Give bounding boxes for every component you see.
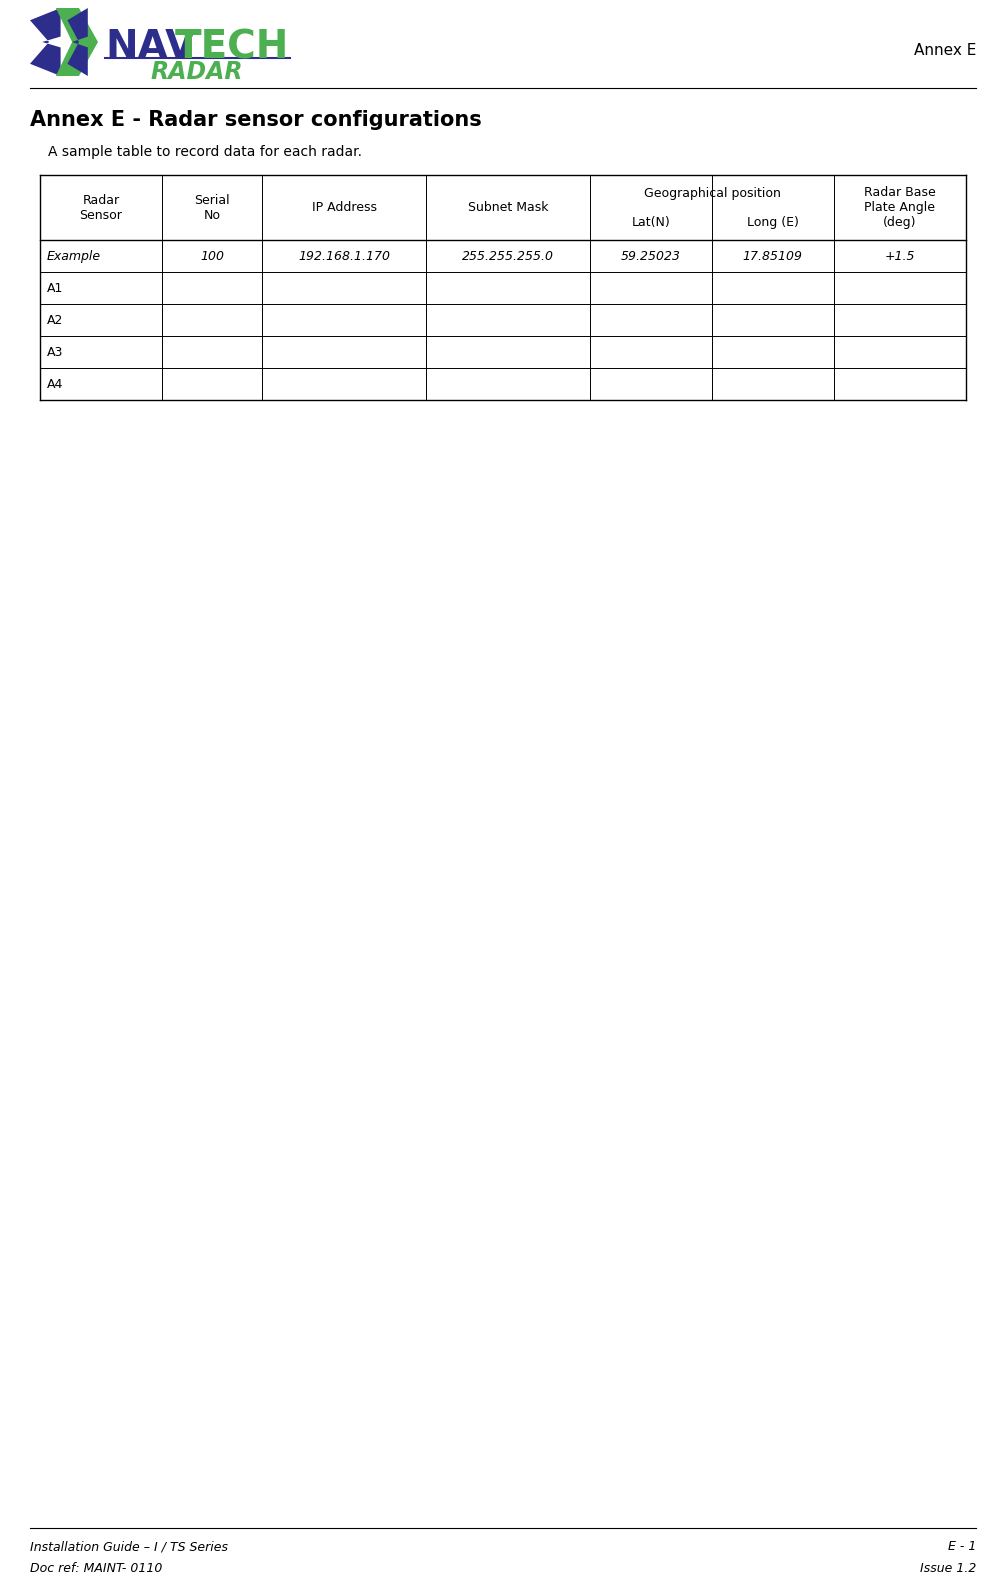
Text: Lat(N): Lat(N) <box>632 216 671 229</box>
Text: IP Address: IP Address <box>312 200 377 215</box>
Text: A4: A4 <box>47 377 63 390</box>
Text: Installation Guide – I / TS Series: Installation Guide – I / TS Series <box>30 1540 228 1553</box>
Text: 255.255.255.0: 255.255.255.0 <box>463 249 554 262</box>
Text: A3: A3 <box>47 346 63 358</box>
Text: Long (E): Long (E) <box>746 216 799 229</box>
Text: A2: A2 <box>47 314 63 327</box>
Text: TECH: TECH <box>175 28 290 66</box>
Text: Radar
Sensor: Radar Sensor <box>79 194 123 221</box>
Polygon shape <box>30 8 60 76</box>
Polygon shape <box>56 8 98 76</box>
Text: 17.85109: 17.85109 <box>742 249 803 262</box>
Text: Radar Base
Plate Angle
(deg): Radar Base Plate Angle (deg) <box>864 186 936 229</box>
Polygon shape <box>67 8 88 76</box>
Text: Doc ref: MAINT- 0110: Doc ref: MAINT- 0110 <box>30 1562 162 1575</box>
Text: NAV: NAV <box>105 28 195 66</box>
Text: E - 1: E - 1 <box>948 1540 976 1553</box>
Text: RADAR: RADAR <box>151 60 243 84</box>
Text: Geographical position: Geographical position <box>644 186 781 200</box>
Text: 192.168.1.170: 192.168.1.170 <box>298 249 390 262</box>
Text: +1.5: +1.5 <box>884 249 915 262</box>
Text: Annex E - Radar sensor configurations: Annex E - Radar sensor configurations <box>30 110 482 129</box>
Text: Example: Example <box>47 249 102 262</box>
Text: Issue 1.2: Issue 1.2 <box>919 1562 976 1575</box>
Text: 100: 100 <box>200 249 224 262</box>
Text: A sample table to record data for each radar.: A sample table to record data for each r… <box>48 145 362 159</box>
Text: A1: A1 <box>47 281 63 295</box>
Text: 59.25023: 59.25023 <box>621 249 681 262</box>
Text: Subnet Mask: Subnet Mask <box>468 200 548 215</box>
Text: Annex E: Annex E <box>913 43 976 57</box>
Text: Serial
No: Serial No <box>194 194 229 221</box>
